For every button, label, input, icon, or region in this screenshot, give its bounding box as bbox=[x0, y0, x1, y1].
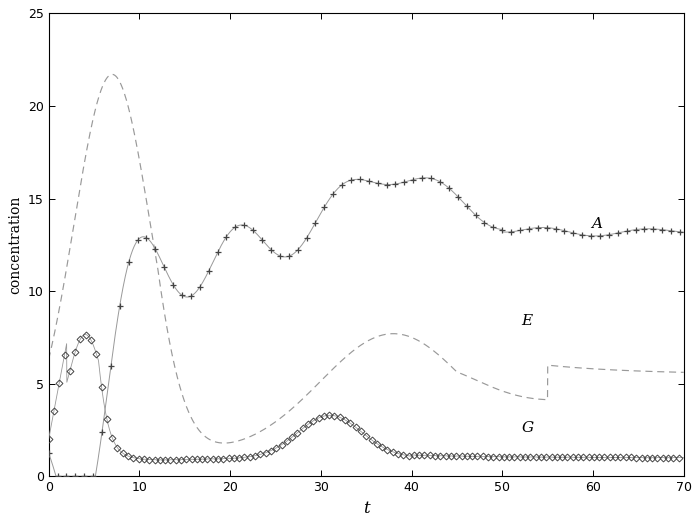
Y-axis label: concentration: concentration bbox=[8, 196, 22, 294]
Text: G: G bbox=[522, 421, 534, 435]
X-axis label: t: t bbox=[363, 500, 370, 517]
Text: A: A bbox=[592, 217, 603, 231]
Text: E: E bbox=[522, 314, 533, 328]
